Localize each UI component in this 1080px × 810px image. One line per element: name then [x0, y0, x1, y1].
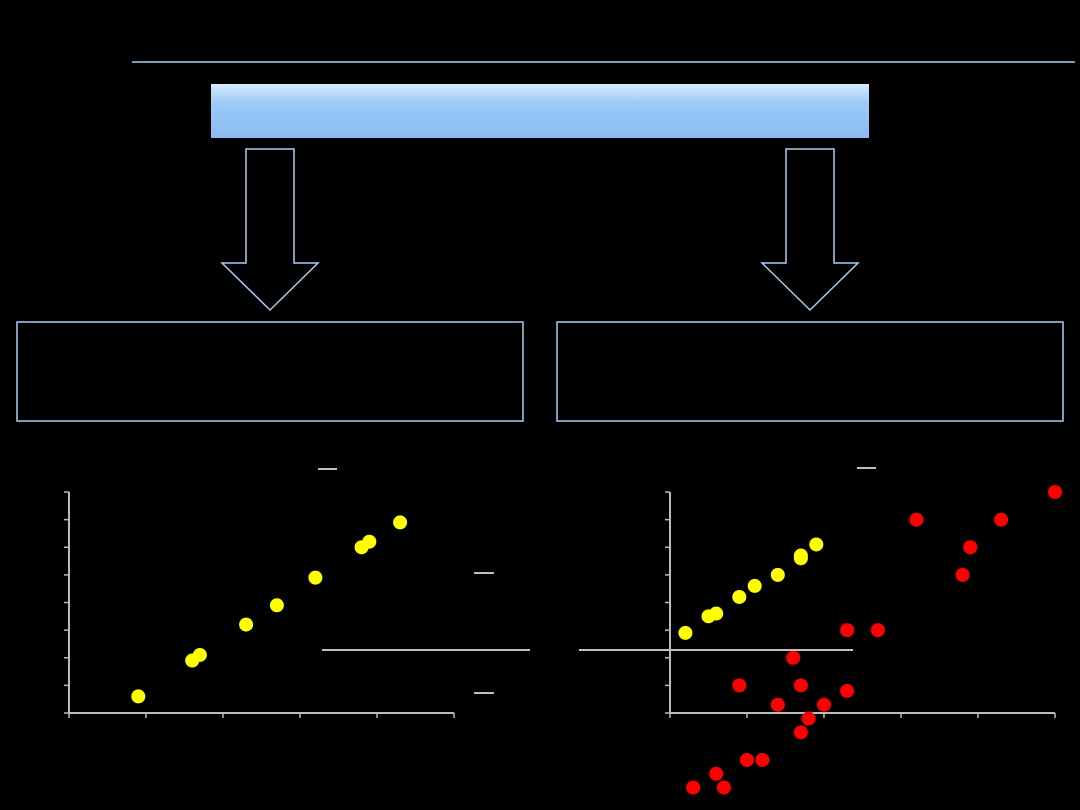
point — [709, 606, 724, 621]
point — [817, 697, 831, 712]
point — [192, 647, 207, 662]
point — [793, 725, 808, 740]
point — [732, 589, 747, 604]
point — [840, 683, 855, 698]
point — [801, 711, 816, 726]
point — [678, 625, 693, 640]
arrow-left — [220, 148, 320, 312]
point — [793, 678, 808, 693]
point — [755, 752, 770, 767]
point — [393, 515, 408, 530]
point — [716, 780, 731, 795]
point — [747, 578, 762, 593]
point — [770, 697, 785, 712]
point — [362, 534, 377, 549]
box-right — [556, 321, 1064, 422]
banner — [211, 84, 869, 138]
decorations — [318, 467, 876, 694]
point — [686, 780, 701, 795]
point — [269, 598, 284, 613]
point — [709, 766, 724, 781]
box-left — [16, 321, 524, 422]
arrow-right — [760, 148, 860, 312]
point — [963, 540, 978, 555]
point — [909, 512, 924, 527]
point — [740, 752, 754, 767]
point — [770, 567, 785, 582]
point — [239, 617, 254, 632]
point — [793, 548, 808, 563]
point — [732, 678, 747, 693]
point — [131, 689, 146, 704]
point — [1048, 485, 1062, 499]
point — [308, 570, 323, 585]
point — [809, 537, 824, 552]
point — [840, 623, 855, 638]
point — [994, 512, 1009, 527]
point — [870, 623, 885, 638]
point — [955, 567, 970, 582]
point — [786, 650, 801, 665]
